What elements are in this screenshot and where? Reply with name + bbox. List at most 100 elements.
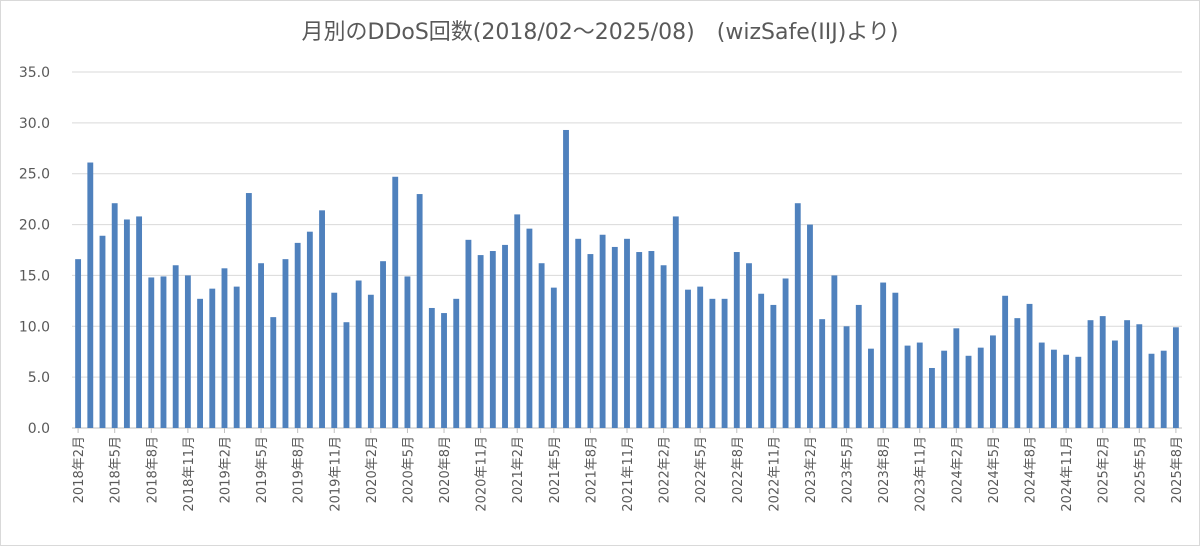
bar	[868, 348, 874, 428]
bar	[75, 259, 82, 428]
x-tick-label: 2020年11月	[475, 436, 490, 512]
bar	[660, 265, 667, 428]
bar	[502, 244, 508, 428]
bar	[807, 224, 813, 428]
x-tick-label: 2019年5月	[255, 436, 270, 503]
bar	[782, 278, 789, 428]
x-tick-label: 2024年2月	[950, 436, 965, 503]
bar	[331, 292, 338, 428]
x-tick-label: 2024年5月	[987, 436, 1002, 503]
bar	[685, 289, 691, 428]
bar	[904, 345, 911, 428]
bar	[843, 326, 850, 428]
x-tick-label: 2019年8月	[292, 436, 307, 503]
bar	[733, 252, 740, 428]
bar	[721, 298, 728, 428]
chart-title: 月別のDDoS回数(2018/02～2025/08) (wizSafe(IIJ)…	[301, 20, 899, 45]
x-tick-label: 2021年8月	[584, 436, 599, 503]
x-tick-label: 2020年8月	[438, 436, 453, 503]
bar	[1136, 324, 1143, 428]
bar	[441, 313, 447, 428]
bar	[306, 231, 313, 428]
x-tick-label: 2024年8月	[1024, 436, 1039, 503]
bar	[465, 239, 472, 428]
bar	[99, 235, 106, 428]
y-tick-label: 15.0	[19, 268, 50, 284]
bar	[1160, 350, 1167, 428]
y-tick-label: 10.0	[19, 319, 50, 335]
x-tick-label: 2023年8月	[877, 436, 892, 503]
bar	[489, 251, 496, 428]
bar	[1087, 320, 1094, 428]
bar	[746, 263, 752, 428]
bar	[977, 347, 984, 428]
bar	[123, 219, 130, 428]
x-tick-label: 2020年2月	[365, 436, 380, 503]
bar	[1063, 354, 1070, 428]
x-tick-label: 2021年5月	[548, 436, 563, 503]
y-tick-label: 20.0	[19, 218, 50, 234]
x-tick-label: 2018年11月	[182, 436, 197, 512]
y-tick-label: 25.0	[19, 167, 50, 183]
bar	[550, 287, 557, 428]
bar	[636, 252, 643, 428]
bar	[355, 280, 362, 428]
bar	[563, 129, 569, 428]
x-tick-label: 2022年5月	[694, 436, 709, 503]
bar	[794, 203, 801, 428]
x-tick-label: 2018年8月	[145, 436, 160, 503]
bar	[819, 319, 826, 428]
x-tick-label: 2022年8月	[731, 436, 746, 503]
bar	[990, 335, 996, 428]
bar	[1111, 340, 1118, 428]
bar	[1002, 295, 1009, 428]
bar	[1038, 342, 1045, 428]
x-tick-label: 2025年5月	[1133, 436, 1148, 503]
bar	[221, 268, 228, 428]
bar	[929, 367, 935, 428]
x-tick-label: 2021年2月	[511, 436, 526, 503]
bar	[148, 277, 155, 428]
x-tick-label: 2021年11月	[621, 436, 636, 512]
bar	[477, 255, 484, 428]
bar	[672, 216, 679, 428]
bar	[245, 193, 252, 428]
bar	[1050, 349, 1057, 428]
x-tick-label: 2022年2月	[658, 436, 673, 503]
bar	[160, 276, 167, 428]
bar	[599, 234, 606, 428]
bar	[282, 259, 289, 428]
bar	[209, 288, 216, 428]
bar	[538, 263, 545, 428]
bar	[1148, 353, 1155, 428]
y-axis-ticks: 0.0 5.0 10.0 15.0 20.0 25.0 30.0 35.0	[19, 65, 50, 437]
bar	[184, 275, 191, 428]
bar	[526, 228, 533, 428]
x-tick-label: 2022年11月	[767, 436, 782, 512]
bar	[1014, 318, 1021, 428]
bar	[111, 203, 118, 428]
y-tick-label: 0.0	[28, 421, 50, 437]
bar	[758, 293, 765, 428]
x-tick-label: 2018年5月	[109, 436, 124, 503]
x-tick-label: 2020年5月	[401, 436, 416, 503]
bar	[709, 298, 716, 428]
bar	[136, 216, 143, 428]
bar	[624, 238, 630, 428]
bar	[453, 298, 460, 428]
bar	[416, 194, 423, 428]
x-axis: 2018年2月 2018年5月 2018年8月 2018年11月 2019年2月 2019…	[72, 428, 1185, 512]
x-tick-label: 2025年2月	[1097, 436, 1112, 503]
bar	[233, 286, 240, 428]
bar	[1026, 303, 1033, 428]
bar	[392, 176, 399, 428]
bar	[575, 238, 582, 428]
x-tick-label: 2018年2月	[72, 436, 87, 503]
bar	[941, 350, 948, 428]
bar	[1172, 327, 1179, 428]
bar	[648, 251, 655, 428]
bar	[319, 210, 325, 428]
bar	[380, 261, 386, 428]
bar	[880, 282, 887, 428]
